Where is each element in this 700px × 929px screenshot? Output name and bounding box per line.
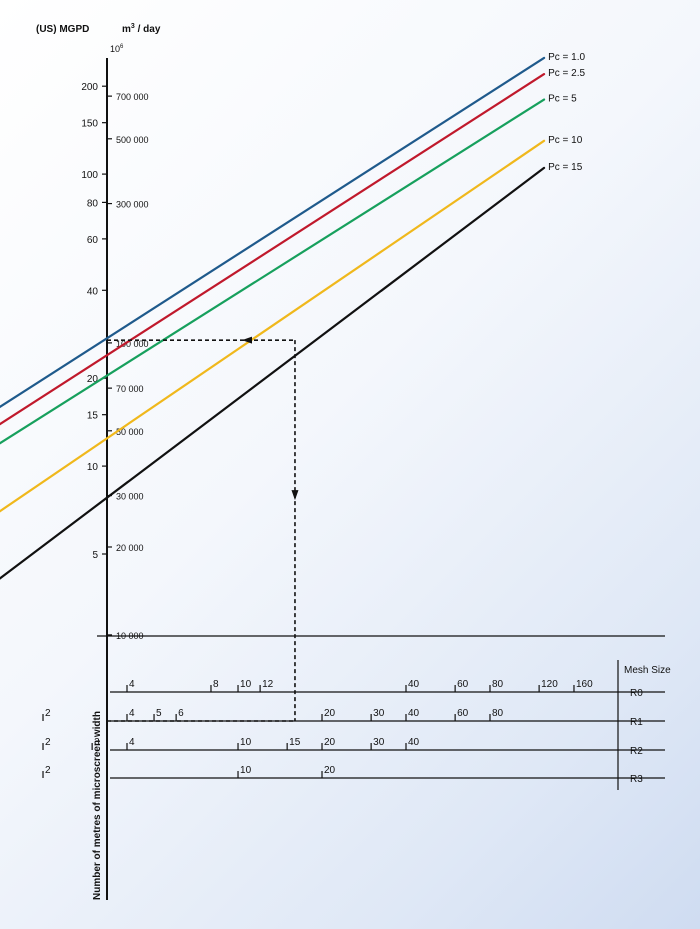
mesh-row-label: R0 [630, 688, 643, 699]
exponent-label: 106 [110, 44, 124, 54]
mesh-tick-label: 4 [129, 708, 135, 719]
example-path [107, 336, 299, 722]
mgpd-tick-label: 60 [87, 235, 99, 246]
mgpd-tick-label: 5 [92, 550, 98, 561]
mesh-tick-label: 30 [373, 737, 385, 748]
series-line-pc-10 [0, 139, 546, 513]
axes: (US) MGPD m3 / day10651015204060801001502… [36, 23, 665, 900]
mesh-tick-label: 80 [492, 708, 504, 719]
series-label: Pc = 2.5 [548, 68, 585, 79]
mesh-tick-label: 160 [576, 679, 593, 690]
mesh-tick-label: 10 [240, 679, 252, 690]
mesh-tick-label: 40 [408, 737, 420, 748]
m3-tick-label: 700 000 [116, 92, 149, 102]
mgpd-tick-label: 10 [87, 462, 99, 473]
mgpd-tick-label: 200 [81, 82, 98, 93]
mesh-tick-label: 30 [373, 708, 385, 719]
m3-tick-label: 30 000 [116, 492, 144, 502]
mesh-tick-label: 10 [240, 737, 252, 748]
mesh-tick-label: 12 [262, 679, 274, 690]
mesh-tick-label: 20 [324, 765, 336, 776]
arrow-down-icon [291, 490, 299, 501]
mesh-tick-label: 20 [324, 737, 336, 748]
mgpd-tick-label: 100 [81, 170, 98, 181]
mesh-tick-label: 3 [94, 737, 100, 748]
mesh-tick-label: 2 [45, 708, 51, 719]
mesh-tick-label: 5 [156, 708, 162, 719]
mesh-tick-label: 60 [457, 679, 469, 690]
mesh-tick-label: 4 [129, 737, 135, 748]
m3-tick-label: 70 000 [116, 384, 144, 394]
m3-tick-label: 100 000 [116, 339, 149, 349]
series-label: Pc = 1.0 [548, 52, 585, 63]
series-line-pc-5 [0, 98, 546, 445]
mgpd-axis-label: (US) MGPD [36, 24, 89, 35]
mesh-tick-label: 40 [408, 679, 420, 690]
mgpd-tick-label: 15 [87, 411, 99, 422]
mesh-tick-label: 8 [213, 679, 219, 690]
mesh-row-label: R1 [630, 717, 643, 728]
arrow-left-icon [242, 336, 252, 344]
mesh-tick-label: 10 [240, 765, 252, 776]
microscreen-width-label: Number of metres of microscreen width [92, 711, 103, 900]
series-line-pc-2-5 [0, 73, 546, 426]
series-label: Pc = 5 [548, 94, 577, 105]
mesh-tick-label: 120 [541, 679, 558, 690]
mesh-row-label: R2 [630, 746, 643, 757]
series-line-pc-1-0 [0, 56, 546, 409]
mesh-tick-label: 15 [289, 737, 301, 748]
m3-tick-label: 50 000 [116, 427, 144, 437]
mesh-size-scales: Mesh Size R0 4 8 10 12 40 60 80 120 160 R1 2 4 5 6 20 30 4… [42, 660, 671, 790]
mesh-size-title: Mesh Size [624, 665, 671, 676]
pc-series-lines: Pc = 1.0 Pc = 2.5 Pc = 5 Pc = 10 Pc = 15 [0, 52, 585, 580]
mgpd-tick-label: 80 [87, 198, 99, 209]
m3-axis-label: m3 / day [122, 23, 161, 35]
mgpd-tick-label: 20 [87, 374, 99, 385]
mesh-tick-label: 20 [324, 708, 336, 719]
series-label: Pc = 15 [548, 162, 583, 173]
mesh-tick-label: 2 [45, 737, 51, 748]
m3-tick-label: 500 000 [116, 135, 149, 145]
mesh-tick-label: 6 [178, 708, 184, 719]
mesh-tick-label: 80 [492, 679, 504, 690]
m3-tick-label: 300 000 [116, 200, 149, 210]
mgpd-tick-label: 40 [87, 286, 99, 297]
mesh-tick-label: 4 [129, 679, 135, 690]
m3-tick-label: 10 000 [116, 631, 144, 641]
mesh-row-label: R3 [630, 774, 643, 785]
mesh-tick-label: 2 [45, 765, 51, 776]
mgpd-tick-label: 150 [81, 119, 98, 130]
m3-tick-label: 20 000 [116, 543, 144, 553]
series-line-pc-15 [0, 166, 546, 580]
mesh-tick-label: 60 [457, 708, 469, 719]
series-label: Pc = 10 [548, 135, 583, 146]
mesh-tick-label: 40 [408, 708, 420, 719]
